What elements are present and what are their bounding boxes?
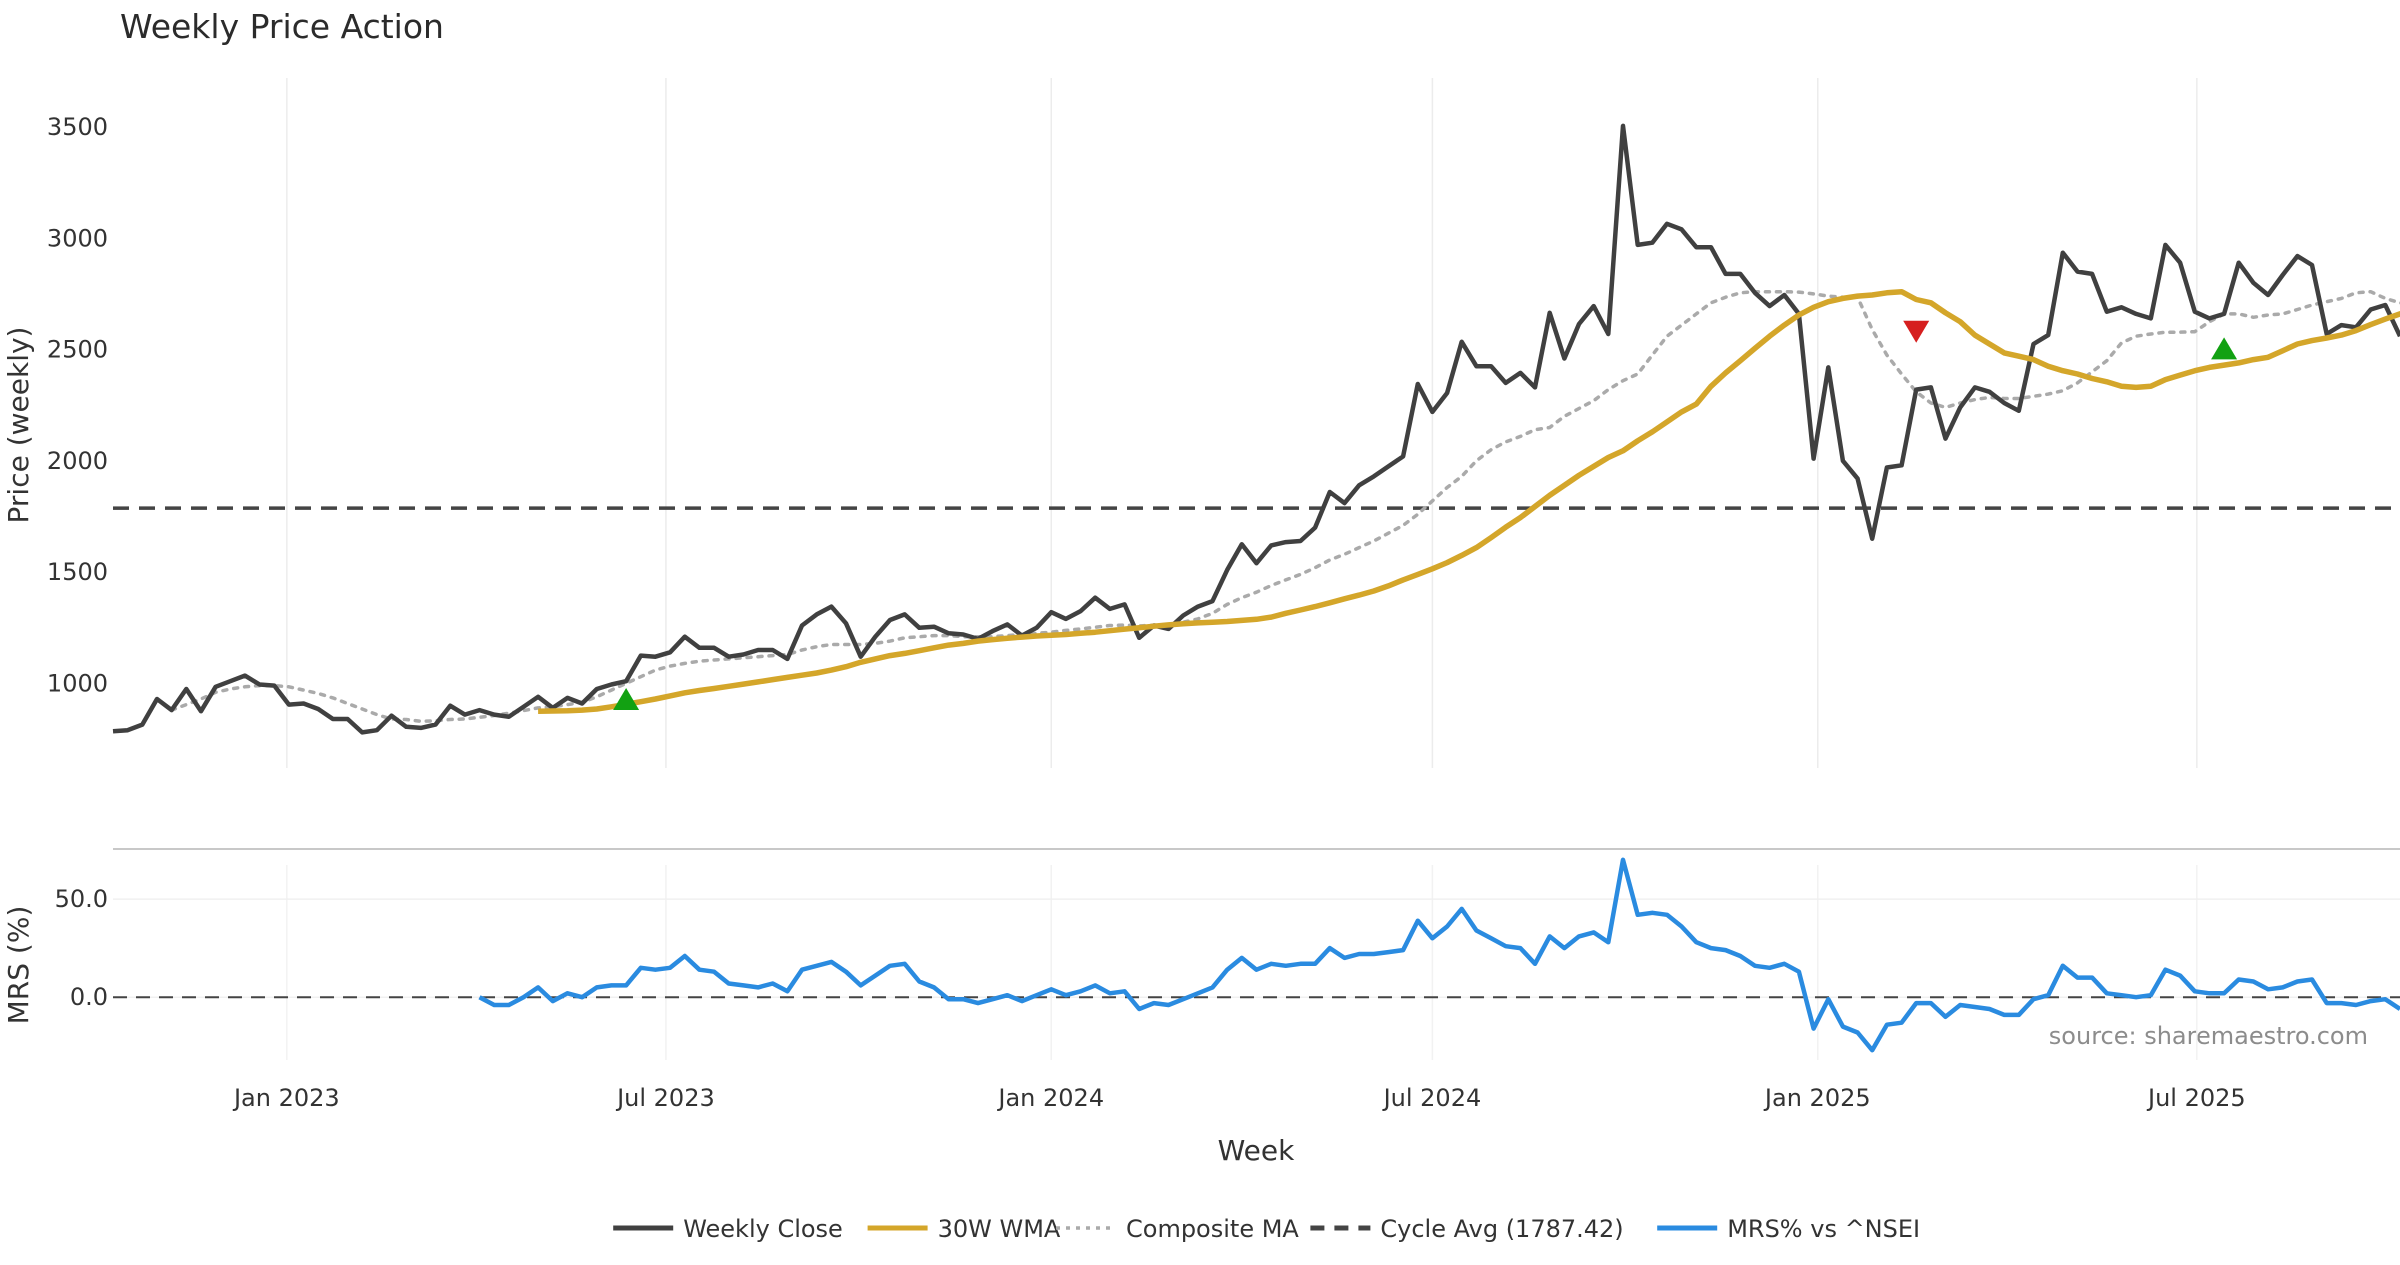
price-y-tick-label: 1000: [47, 669, 108, 697]
legend-label: Composite MA: [1126, 1215, 1299, 1243]
x-tick-label: Jul 2023: [615, 1084, 715, 1112]
price-y-tick-label: 2000: [47, 447, 108, 475]
price-y-tick-label: 1500: [47, 558, 108, 586]
x-tick-label: Jan 2025: [1763, 1084, 1871, 1112]
legend-label: MRS% vs ^NSEI: [1727, 1215, 1920, 1243]
price-y-tick-label: 3500: [47, 113, 108, 141]
x-tick-label: Jan 2023: [232, 1084, 340, 1112]
price-y-tick-label: 2500: [47, 336, 108, 364]
source-annotation: source: sharemaestro.com: [2049, 1022, 2368, 1050]
legend-label: Cycle Avg (1787.42): [1380, 1215, 1623, 1243]
sell-signal-marker: [1903, 321, 1929, 343]
price-y-tick-label: 3000: [47, 224, 108, 252]
x-axis-label: Week: [1218, 1134, 1295, 1167]
price-plot-area: [113, 126, 2400, 733]
legend-label: Weekly Close: [683, 1215, 843, 1243]
buy-signal-marker: [2211, 337, 2237, 359]
legend: Weekly Close 30W WMA Composite MA Cycle Avg…: [613, 1215, 1920, 1243]
legend-label: 30W WMA: [938, 1215, 1061, 1243]
mrs-y-axis-label: MRS (%): [2, 906, 35, 1025]
x-tick-label: Jul 2025: [2146, 1084, 2246, 1112]
weekly-close-line: [113, 126, 2400, 733]
x-tick-labels: Jan 2023 Jul 2023 Jan 2024 Jul 2024 Jan 2025…: [232, 1084, 2246, 1112]
x-tick-label: Jan 2024: [996, 1084, 1104, 1112]
price-y-axis-label: Price (weekly): [2, 327, 35, 524]
mrs-y-tick-label: 50.0: [55, 885, 108, 913]
mrs-y-tick-label: 0.0: [70, 983, 108, 1011]
y-tick-labels: 1000 1500 2000 2500 3000 3500 0.0 50.0: [47, 113, 108, 1011]
x-tick-label: Jul 2024: [1382, 1084, 1482, 1112]
chart-title: Weekly Price Action: [120, 7, 444, 46]
buy-signal-marker: [613, 688, 639, 710]
